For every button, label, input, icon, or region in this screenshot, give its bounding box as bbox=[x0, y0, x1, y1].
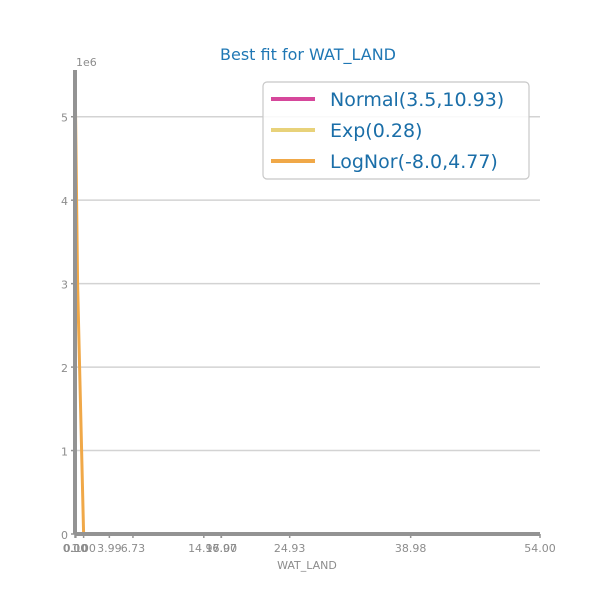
y-tick-label: 4 bbox=[61, 195, 68, 208]
legend: Normal(3.5,10.93) Exp(0.28) LogNor(-8.0,4.… bbox=[262, 81, 530, 180]
legend-box bbox=[262, 81, 530, 180]
y-tick-label: 2 bbox=[61, 362, 68, 375]
x-axis-label: WAT_LAND bbox=[277, 559, 337, 572]
x-tick-label: 0.00 bbox=[63, 542, 88, 555]
y-tick-label: 0 bbox=[61, 529, 68, 542]
x-tick-label: 24.93 bbox=[274, 542, 306, 555]
chart-title: Best fit for WAT_LAND bbox=[220, 45, 396, 65]
x-tick-label: 38.98 bbox=[395, 542, 427, 555]
legend-label-2: LogNor(-8.0,4.77) bbox=[330, 151, 498, 173]
legend-label-1: Exp(0.28) bbox=[330, 120, 422, 142]
y-offset-text: 1e6 bbox=[76, 56, 97, 69]
y-tick-label: 3 bbox=[61, 279, 68, 292]
x-tick-label: 0.10 bbox=[64, 542, 89, 555]
x-tick-label: 16.97 bbox=[205, 542, 237, 555]
x-tick-label: 54.00 bbox=[524, 542, 556, 555]
legend-label-0: Normal(3.5,10.93) bbox=[330, 89, 504, 111]
x-tick-label: 17.00 bbox=[206, 542, 238, 555]
x-tick-label: 6.73 bbox=[121, 542, 146, 555]
axes bbox=[73, 70, 540, 536]
x-tick-label: 14.96 bbox=[188, 542, 220, 555]
y-tick-label: 5 bbox=[61, 112, 68, 125]
y-ticks: 0 1 2 3 4 5 bbox=[61, 112, 75, 542]
x-tick-label: 1.00 bbox=[71, 542, 96, 555]
y-tick-label: 1 bbox=[61, 446, 68, 459]
x-tick-label: 3.99 bbox=[97, 542, 122, 555]
